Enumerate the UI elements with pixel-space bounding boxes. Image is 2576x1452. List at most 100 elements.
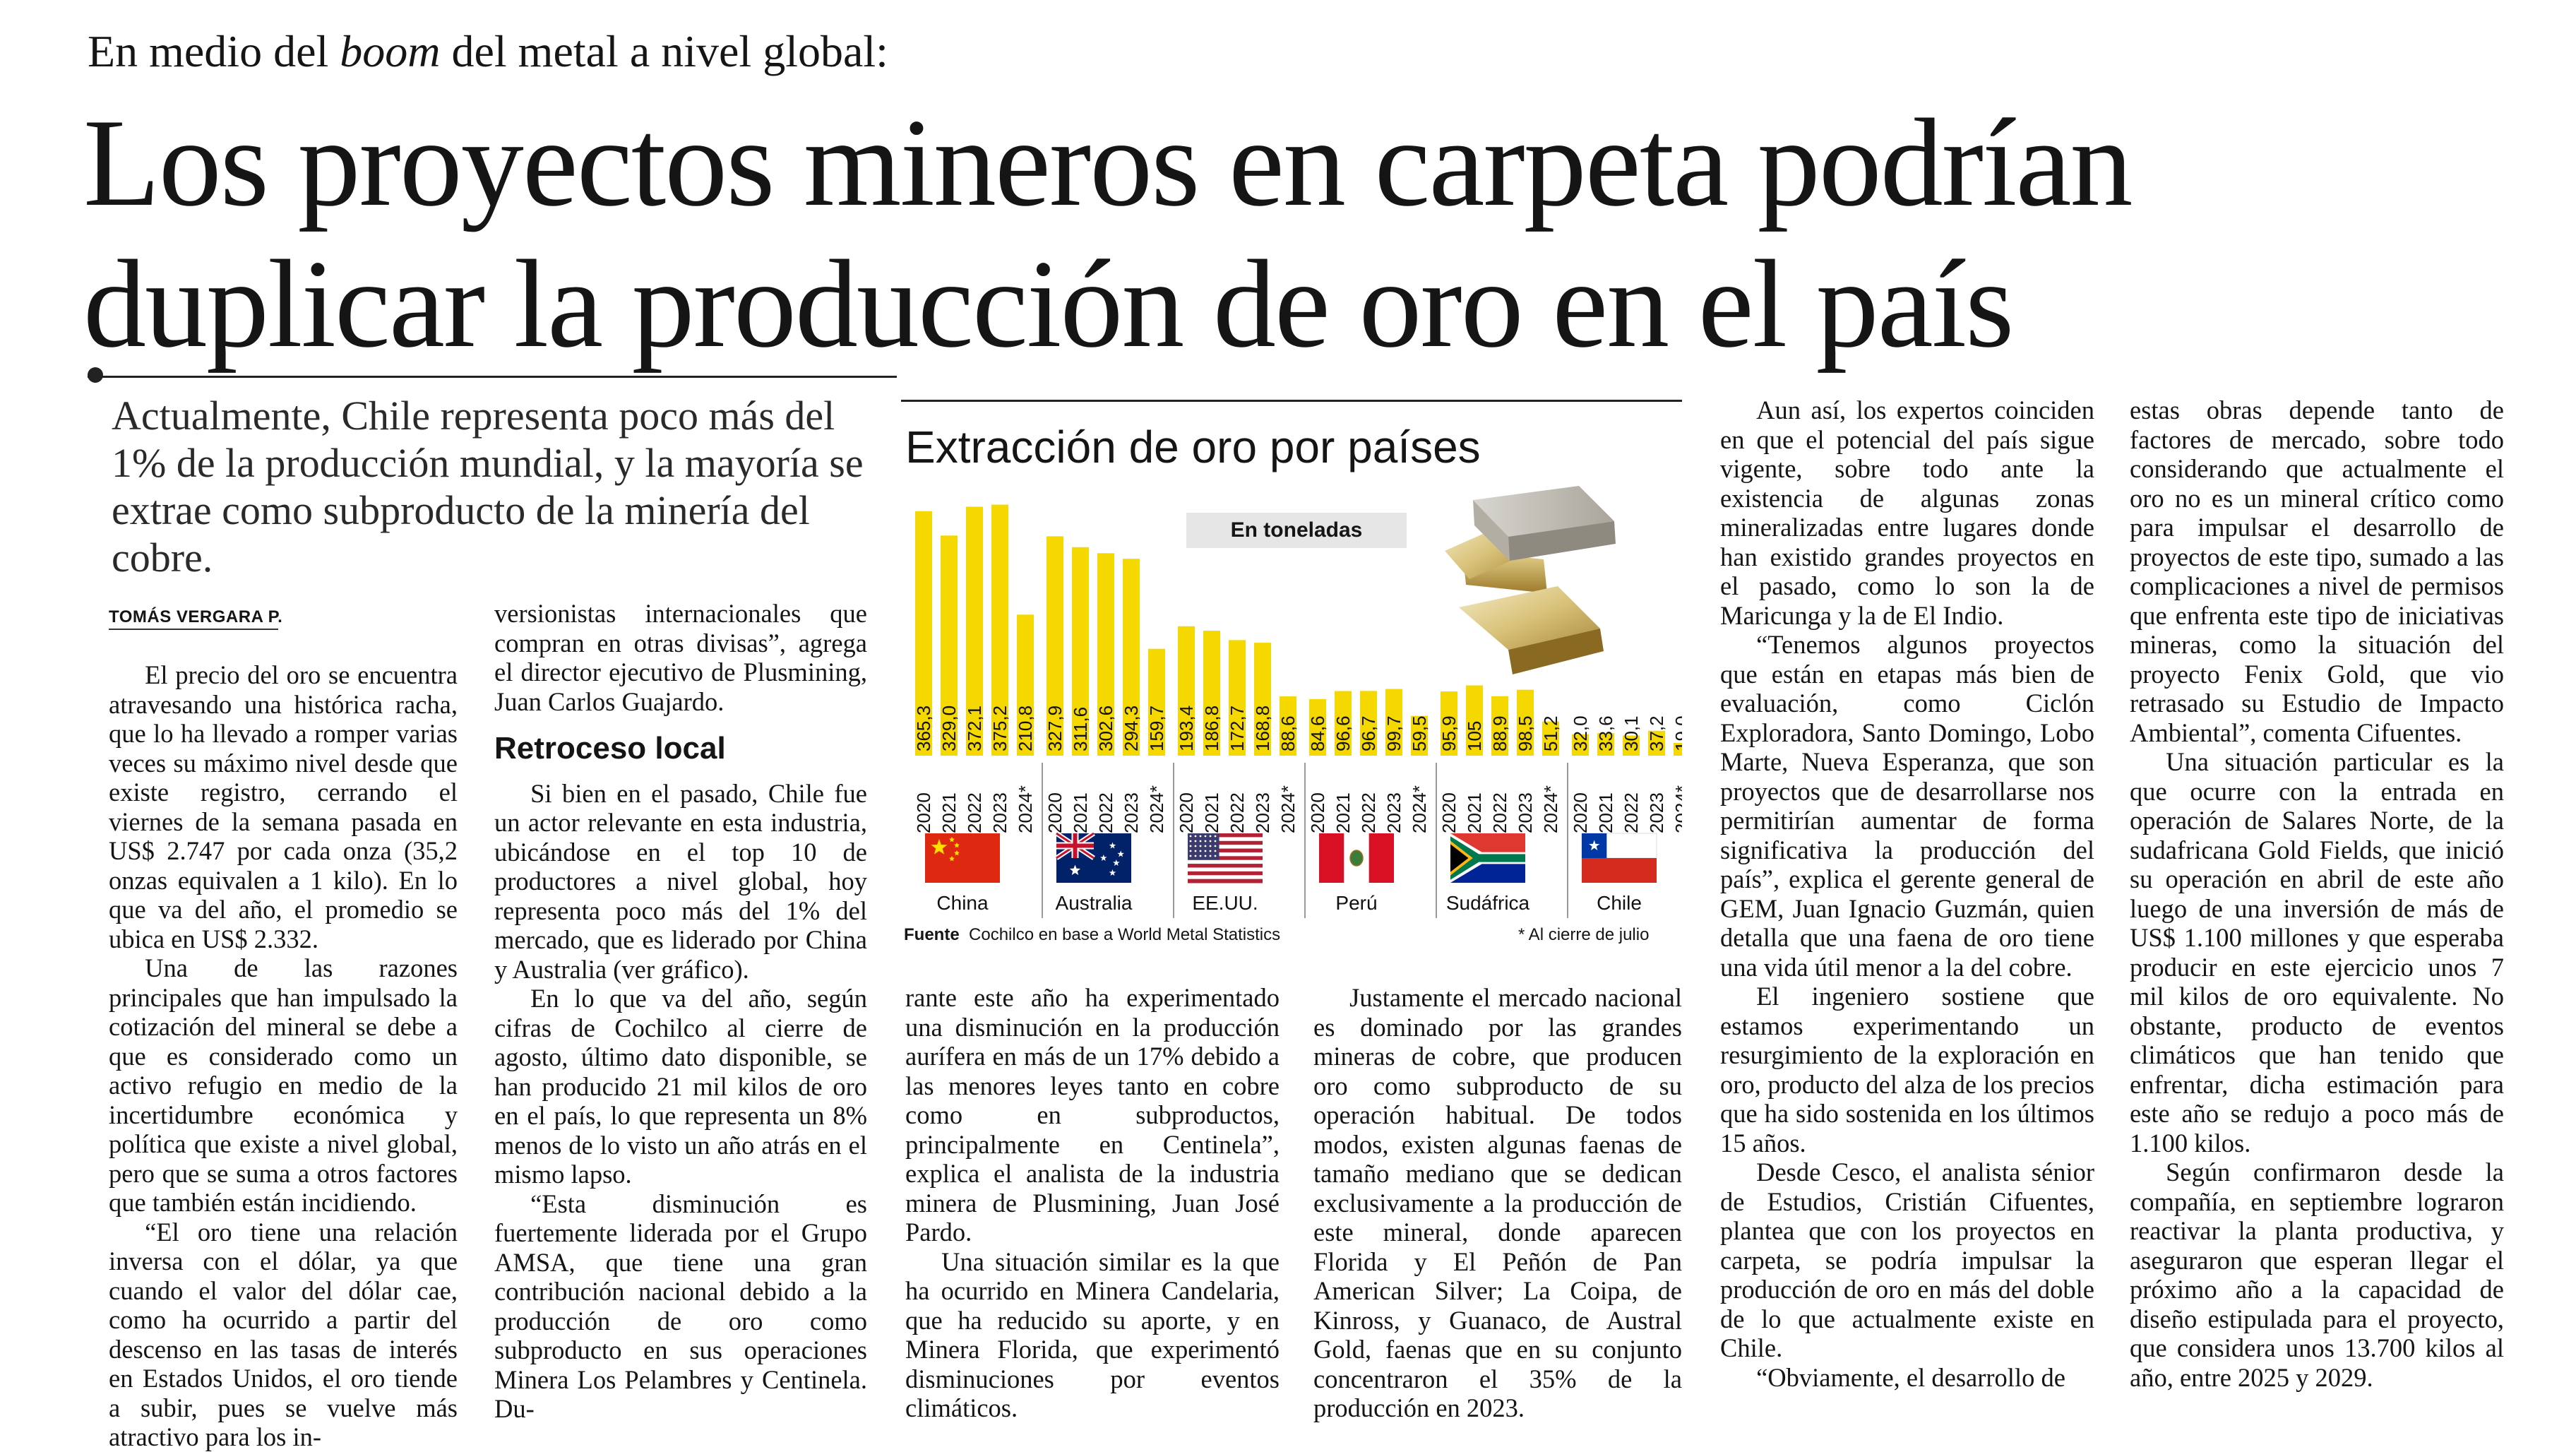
bar bbox=[1309, 698, 1326, 756]
year-tick-label: 2024* bbox=[1146, 785, 1167, 833]
country-group-chile: 32,0 2020 33,6 2021 30,1 2022 37,2 2023 19,0 2024… bbox=[1570, 715, 1693, 914]
data-label: 172,7 bbox=[1227, 706, 1248, 751]
year-tick-label: 2021 bbox=[1332, 792, 1354, 833]
col2-paragraph: “Esta disminución es fuertemente liderad… bbox=[494, 1189, 867, 1424]
year-tick-label: 2024* bbox=[1015, 785, 1036, 833]
data-label: 168,8 bbox=[1252, 706, 1273, 751]
bar bbox=[915, 511, 932, 756]
year-tick-label: 2020 bbox=[1438, 792, 1460, 833]
col6-paragraph: Una situación particular es la que ocurr… bbox=[2130, 747, 2504, 1158]
col3-paragraph: rante este año ha experimentado una dism… bbox=[905, 983, 1280, 1246]
year-tick-label: 2023 bbox=[989, 792, 1010, 833]
bar bbox=[1254, 643, 1271, 756]
country-group-peru: 84,6 2020 96,6 2021 96,7 2022 99,7 2023 59,5 2024… bbox=[1307, 689, 1437, 918]
col6-paragraph: Según confirmaron desde la compañía, en … bbox=[2130, 1158, 2504, 1392]
year-tick-label: 2020 bbox=[1570, 792, 1591, 833]
data-label: 302,6 bbox=[1095, 706, 1116, 751]
country-group-south-africa: 95,9 2020 105 2021 88,9 2022 98,5 2023 51,2 2024*… bbox=[1438, 685, 1568, 918]
source-label: Fuente bbox=[904, 925, 960, 944]
year-tick-label: 2020 bbox=[1176, 792, 1197, 833]
column-2: versionistas internacionales que compran… bbox=[494, 599, 867, 1424]
data-label: 193,4 bbox=[1176, 706, 1197, 751]
byline: TOMÁS VERGARA P. bbox=[109, 607, 283, 626]
year-tick-label: 2023 bbox=[1646, 792, 1667, 833]
kicker: En medio del boom del metal a nivel glob… bbox=[88, 26, 888, 76]
australia-flag-icon bbox=[1055, 831, 1131, 883]
data-label: 329,0 bbox=[938, 706, 960, 751]
data-label: 51,2 bbox=[1540, 715, 1561, 751]
data-label: 105 bbox=[1464, 721, 1485, 751]
year-tick-label: 2022 bbox=[964, 792, 985, 833]
data-label: 186,8 bbox=[1201, 706, 1222, 751]
country-group-australia: 327,9 2020 311,6 2021 302,6 2022 294,3 2023 159,… bbox=[1044, 536, 1174, 918]
bar bbox=[1623, 735, 1640, 756]
col5-paragraph: Desde Cesco, el analista sénior de Estud… bbox=[1720, 1158, 2094, 1362]
data-label: 375,2 bbox=[989, 706, 1010, 751]
country-group-usa: 193,4 2020 186,8 2021 172,7 2022 168,8 2023 88,6… bbox=[1176, 626, 1306, 918]
bar bbox=[1360, 691, 1377, 756]
section-heading: Retroceso local bbox=[494, 731, 726, 766]
year-tick-label: 2022 bbox=[1227, 792, 1248, 833]
col5-paragraph: El ingeniero sostiene que estamos experi… bbox=[1720, 982, 2094, 1158]
bar bbox=[941, 535, 958, 756]
bar bbox=[1385, 689, 1402, 756]
year-tick-label: 2020 bbox=[1044, 792, 1066, 833]
data-label: 210,8 bbox=[1015, 706, 1036, 751]
bar bbox=[1542, 721, 1559, 756]
chart-top-rule bbox=[901, 400, 1682, 402]
bar bbox=[1280, 696, 1296, 756]
year-tick-label: 2020 bbox=[913, 792, 934, 833]
chart-unit-label: En toneladas bbox=[1186, 513, 1407, 548]
data-label: 84,6 bbox=[1307, 715, 1328, 751]
year-tick-label: 2022 bbox=[1489, 792, 1510, 833]
col5-paragraph: “Tenemos algunos proyectos que están en … bbox=[1720, 630, 2094, 982]
chart-source: Fuente Cochilco en base a World Metal St… bbox=[904, 925, 1280, 945]
col3-paragraph: Una situación similar es la que ha ocurr… bbox=[905, 1246, 1280, 1423]
data-label: 37,2 bbox=[1646, 715, 1667, 751]
year-tick-label: 2023 bbox=[1252, 792, 1273, 833]
bar bbox=[1517, 689, 1534, 756]
year-tick-label: 2021 bbox=[1070, 792, 1091, 833]
column-1: El precio del oro se encuentra atravesan… bbox=[109, 660, 458, 1452]
peru-flag-icon bbox=[1319, 833, 1394, 883]
year-tick-label: 2022 bbox=[1095, 792, 1116, 833]
usa-flag-icon bbox=[1188, 833, 1263, 883]
year-tick-label: 2024* bbox=[1540, 785, 1561, 833]
headline: Los proyectos mineros en carpeta podrían… bbox=[83, 92, 2133, 374]
bar bbox=[1097, 553, 1114, 756]
column-5: Aun así, los expertos coinciden en que e… bbox=[1720, 395, 2094, 1392]
data-label: 98,5 bbox=[1515, 715, 1536, 751]
bar bbox=[991, 504, 1008, 756]
data-label: 96,6 bbox=[1332, 715, 1354, 751]
gold-bars-illustration bbox=[1445, 486, 1616, 674]
bar bbox=[1017, 614, 1034, 756]
kicker-emphasis: boom bbox=[340, 26, 441, 76]
bar bbox=[1491, 696, 1508, 756]
data-label: 32,0 bbox=[1570, 715, 1591, 751]
col2-paragraph: versionistas internacionales que compran… bbox=[494, 599, 867, 716]
south-africa-flag-icon bbox=[1450, 833, 1525, 883]
country-label: China bbox=[936, 892, 989, 914]
byline-rule bbox=[109, 629, 278, 630]
country-label: Perú bbox=[1335, 892, 1377, 914]
year-tick-label: 2021 bbox=[1595, 792, 1616, 833]
year-tick-label: 2021 bbox=[1201, 792, 1222, 833]
data-label: 159,7 bbox=[1146, 706, 1167, 751]
data-label: 294,3 bbox=[1121, 706, 1142, 751]
data-label: 99,7 bbox=[1383, 715, 1405, 751]
year-tick-label: 2024* bbox=[1409, 785, 1430, 833]
col4-paragraph: Justamente el mercado nacional es domina… bbox=[1313, 983, 1682, 1422]
year-tick-label: 2023 bbox=[1121, 792, 1142, 833]
column-4: Justamente el mercado nacional es domina… bbox=[1313, 983, 1682, 1423]
col2-paragraph: Si bien en el pasado, Chile fue un actor… bbox=[494, 778, 867, 984]
lead-paragraph: Actualmente, Chile representa poco más d… bbox=[112, 393, 864, 581]
headline-rule bbox=[88, 376, 897, 378]
data-label: 30,1 bbox=[1621, 715, 1642, 751]
chile-flag-icon bbox=[1581, 833, 1657, 883]
china-flag-icon bbox=[925, 833, 1000, 883]
headline-line-2: duplicar la producción de oro en el país bbox=[83, 234, 2014, 374]
bar bbox=[1466, 685, 1483, 756]
country-group-china: 365,3 2020 329,0 2021 372,1 2022 375,2 2023 210,… bbox=[913, 504, 1043, 918]
bars-layer: 365,3 2020 329,0 2021 372,1 2022 375,2 2023 210,… bbox=[913, 504, 1693, 918]
year-tick-label: 2024* bbox=[1277, 785, 1299, 833]
